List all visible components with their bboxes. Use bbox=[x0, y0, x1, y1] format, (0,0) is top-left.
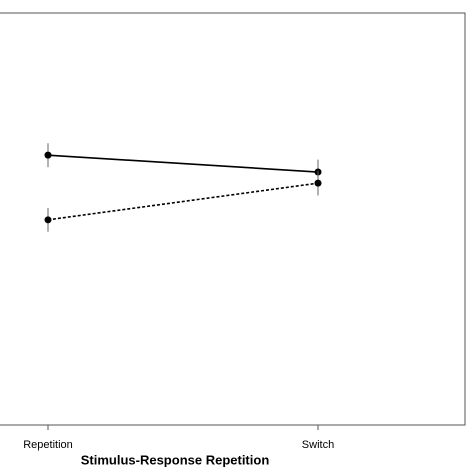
plot-frame bbox=[0, 12, 466, 426]
x-tick-label: Switch bbox=[302, 439, 334, 451]
point bbox=[44, 151, 52, 159]
point bbox=[314, 179, 322, 187]
series-line bbox=[47, 182, 319, 221]
x-axis-title: Stimulus-Response Repetition bbox=[81, 452, 270, 467]
x-tick-label: Repetition bbox=[23, 439, 73, 451]
point bbox=[44, 216, 52, 224]
series-line bbox=[47, 154, 319, 173]
